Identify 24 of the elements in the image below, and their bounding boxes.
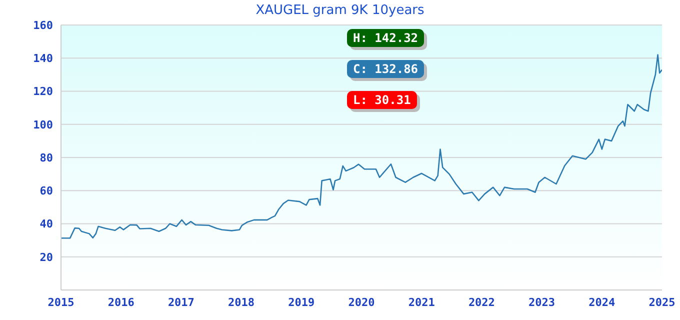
y-tick-label: 160 (33, 18, 53, 32)
y-tick-label: 80 (40, 151, 53, 164)
y-tick-label: 100 (33, 118, 53, 132)
y-tick-label: 60 (40, 184, 53, 198)
annotation: H: 142.32 (347, 29, 424, 47)
x-tick-label: 2019 (288, 296, 315, 309)
x-tick-label: 2023 (528, 296, 556, 309)
x-tick-label: 2022 (468, 296, 495, 309)
x-tick-label: 2024 (588, 296, 616, 309)
x-tick-label: 2016 (108, 296, 135, 309)
x-tick-label: 2021 (408, 296, 436, 309)
x-tick-label: 2015 (48, 296, 74, 309)
x-tick-label: 2018 (228, 296, 255, 309)
annotation: L: 30.31 (347, 91, 417, 109)
x-tick-label: 2025 (648, 296, 676, 309)
chart-title: XAUGEL gram 9K 10years (254, 3, 426, 18)
x-tick-label: 2020 (348, 296, 375, 309)
y-tick-label: 20 (40, 250, 53, 264)
y-tick-label: 40 (40, 218, 53, 231)
x-tick-label: 2017 (168, 296, 194, 309)
annotation: C: 132.86 (347, 60, 424, 78)
y-tick-label: 120 (33, 85, 53, 98)
line-series (61, 54, 662, 239)
y-tick-label: 140 (33, 52, 53, 66)
